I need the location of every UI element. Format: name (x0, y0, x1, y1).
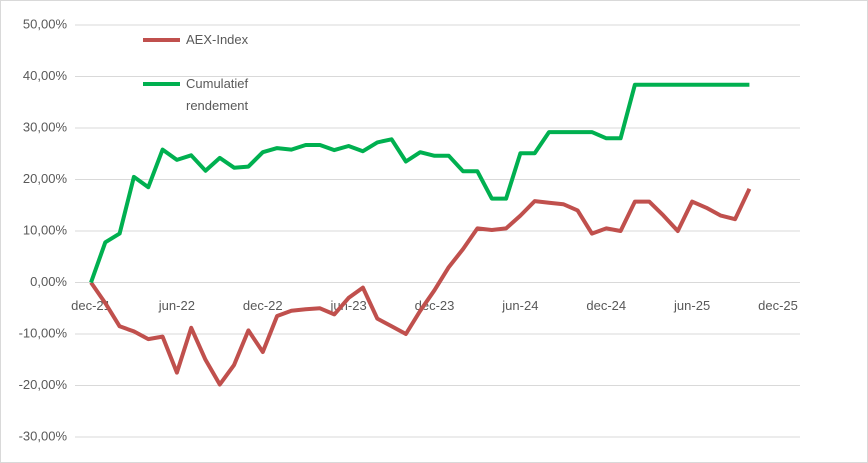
x-tick-label: jun-24 (501, 298, 538, 313)
y-tick-label: 40,00% (23, 68, 68, 83)
y-tick-label: 10,00% (23, 222, 68, 237)
y-tick-label: 50,00% (23, 16, 68, 31)
y-tick-label: -30,00% (19, 428, 68, 443)
x-tick-label: jun-25 (673, 298, 710, 313)
x-tick-label: dec-21 (71, 298, 111, 313)
y-tick-label: -10,00% (19, 325, 68, 340)
y-tick-label: 30,00% (23, 119, 68, 134)
x-tick-label: dec-22 (243, 298, 283, 313)
series-line (89, 82, 750, 284)
series-line (89, 187, 752, 387)
x-tick-label: jun-22 (158, 298, 195, 313)
legend-label: Cumulatief rendement (186, 76, 249, 113)
y-tick-label: -20,00% (19, 377, 68, 392)
y-tick-label: 0,00% (30, 274, 67, 289)
legend-label: AEX-Index (186, 32, 249, 47)
x-tick-label: dec-25 (758, 298, 798, 313)
x-tick-label: dec-24 (586, 298, 626, 313)
y-tick-label: 20,00% (23, 171, 68, 186)
